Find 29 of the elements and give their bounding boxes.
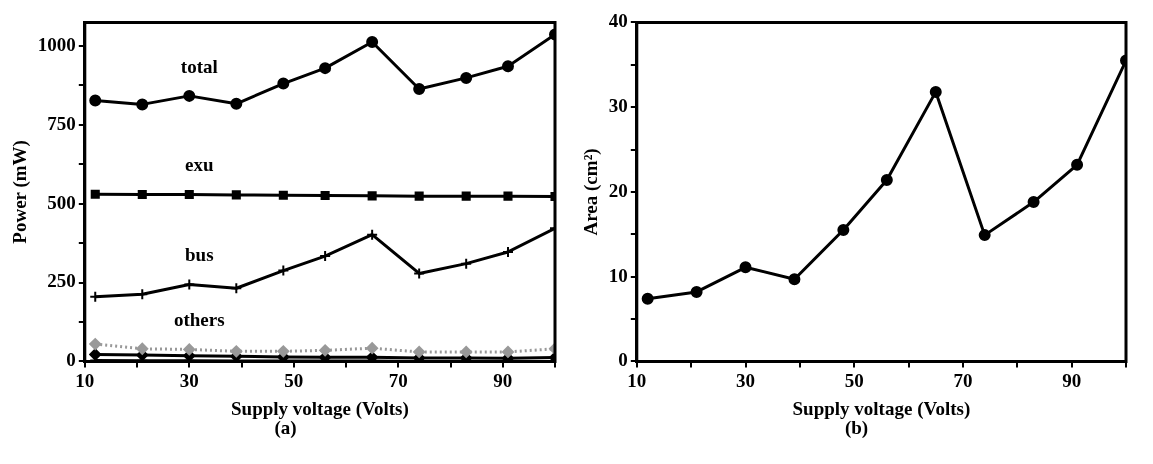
x-tick-label: 30: [736, 369, 756, 391]
series-label: total: [180, 55, 218, 77]
y-axis-title: Area (cm²): [580, 148, 603, 236]
x-tick-label: 90: [493, 369, 513, 391]
x-tick-label: 10: [627, 369, 647, 391]
x-tick-label: 10: [75, 369, 95, 391]
y-tick-label: 1000: [37, 33, 76, 55]
x-axis-title: Supply voltage (Volts): [231, 397, 409, 420]
y-tick-label: 750: [47, 112, 76, 134]
series-label: bus: [185, 244, 214, 266]
y-tick-label: 0: [66, 349, 76, 371]
y-tick-label: 500: [47, 191, 76, 213]
x-tick-label: 70: [953, 369, 973, 391]
y-tick-label: 30: [608, 95, 628, 117]
y-tick-label: 250: [47, 270, 76, 292]
y-tick-label: 10: [608, 264, 628, 286]
x-tick-label: 50: [844, 369, 864, 391]
x-axis-title: Supply voltage (Volts): [792, 397, 971, 420]
series-label: others: [173, 309, 225, 331]
y-tick-label: 40: [608, 10, 628, 32]
x-tick-label: 90: [1062, 369, 1082, 391]
y-tick-label: 0: [618, 349, 628, 371]
x-tick-label: 30: [179, 369, 199, 391]
y-tick-label: 20: [608, 179, 628, 201]
series-label: exu: [185, 154, 214, 176]
x-tick-label: 70: [388, 369, 408, 391]
x-tick-label: 50: [284, 369, 304, 391]
text: (b): [844, 417, 869, 439]
y-axis-title: Power (mW): [9, 140, 32, 244]
